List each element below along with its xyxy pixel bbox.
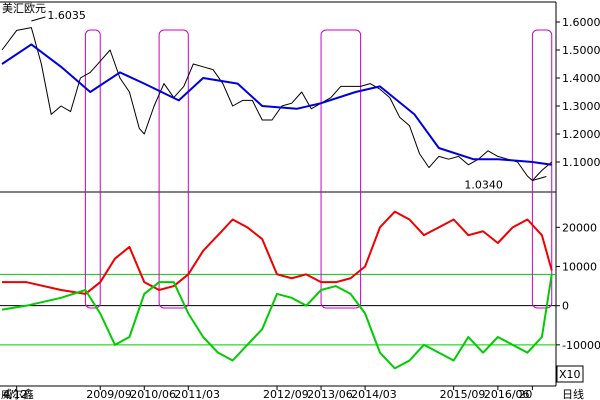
y-axis-ticks: 1.6000 1.5000 1.4000 1.3000 1.2000 1.1000 2000… [556,16,600,352]
y-tick-label: 20000 [562,221,597,234]
x-tick-label: 4/12 [3,388,28,400]
red-series-line [2,210,553,295]
annotation-leader [31,16,46,22]
moving-average-line [1,43,552,166]
highlight-box [158,29,189,309]
x-tick-label: 2015/09 [440,388,486,400]
y-tick-label: 1.1000 [562,156,600,169]
series-layer [1,27,553,370]
y-tick-label: 1.4000 [562,72,600,85]
x-tick-label: 2013/06 [307,388,353,400]
multiplier-label: X10 [559,368,581,381]
price-line [1,27,553,181]
y-tick-label: 1.5000 [562,44,600,57]
y-tick-label: -10000 [562,339,600,352]
y-tick-label: 1.2000 [562,128,600,141]
x-tick-label: 2012/09 [263,388,309,400]
chart-title: 美汇欧元 [2,2,46,15]
highlight-box [320,29,362,309]
annotation-label: 1.0340 [464,178,503,191]
highlight-box [531,29,553,309]
x-tick-label: 20 [518,388,532,400]
annotation-label: 1.6035 [47,9,86,22]
indicator-guide-lines [0,273,556,346]
date-axis-prefix: 威尔鑫 [1,387,34,400]
x-tick-label: 2009/09 [86,388,132,400]
annotation-leader [532,175,547,181]
x-tick-label: 2016/06 [484,388,530,400]
daily-label: 日线 [562,387,584,400]
green-series-line [1,274,553,370]
y-tick-label: 0 [562,300,569,313]
x-tick-label: 2014/03 [351,388,397,400]
chart-frames [0,1,557,387]
annotations: 1.6035 1.0340 [31,9,547,191]
multiplier-box [556,365,584,383]
highlight-box [84,29,101,309]
x-tick-label: 2011/03 [174,388,220,400]
x-tick-label: 2010/06 [130,388,176,400]
y-tick-label: 1.6000 [562,16,600,29]
highlight-boxes [84,29,553,309]
y-tick-label: 1.3000 [562,100,600,113]
y-tick-label: 10000 [562,261,597,274]
